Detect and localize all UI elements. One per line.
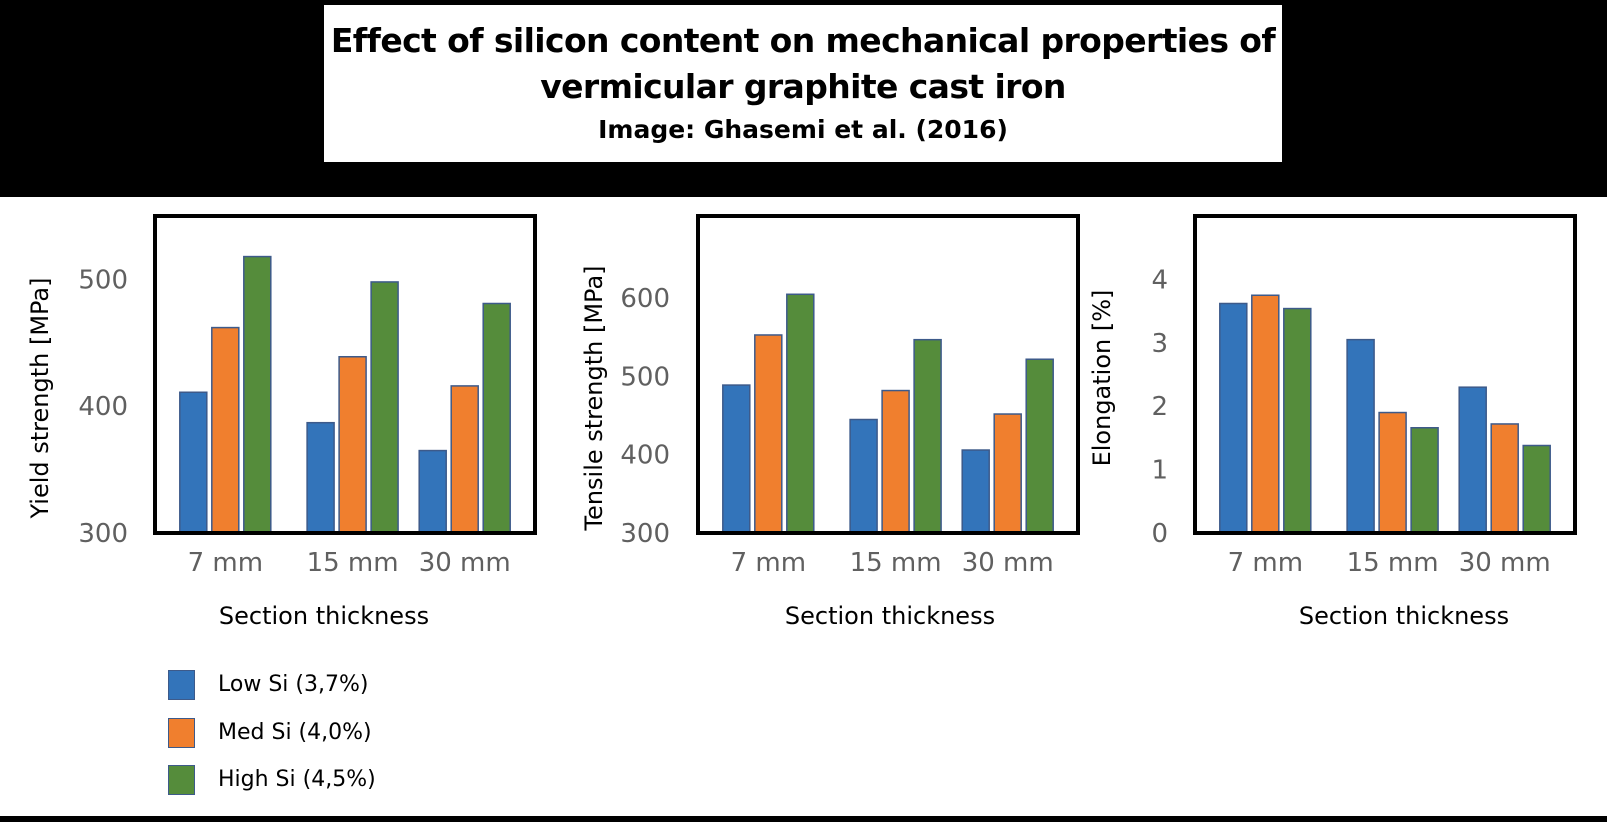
chart-2-bar-high-si-7mm: [786, 293, 815, 534]
chart-1-bar-low-si-7mm: [179, 391, 208, 534]
legend-label-high-si: High Si (4,5%): [218, 767, 376, 792]
chart-2-ytick-0: 300: [620, 519, 670, 549]
legend-label-low-si: Low Si (3,7%): [218, 672, 369, 697]
chart-2-bar-med-si-7mm: [754, 334, 783, 534]
chart-3-xtick-7mm: 7 mm: [1228, 548, 1303, 578]
chart-3-bar-high-si-30mm: [1522, 444, 1551, 534]
chart-2-xtick-30mm: 30 mm: [962, 548, 1054, 578]
chart-2-ylabel: Tensile strength [MPa]: [580, 265, 608, 531]
chart-1-bar-low-si-30mm: [418, 449, 447, 534]
title-line-1: Effect of silicon content on mechanical …: [330, 21, 1276, 60]
chart-2-xtick-7mm: 7 mm: [731, 548, 806, 578]
chart-1-ytick-1: 400: [78, 392, 128, 422]
chart-1-bar-med-si-15mm: [338, 355, 367, 534]
chart-2-bar-low-si-7mm: [722, 384, 751, 534]
chart-1-xtick-7mm: 7 mm: [188, 548, 263, 578]
chart-1-xtick-30mm: 30 mm: [419, 548, 511, 578]
chart-2-bar-med-si-30mm: [993, 413, 1022, 534]
chart-3-ytick-3: 3: [1151, 329, 1168, 359]
chart-2-ytick-1: 400: [620, 441, 670, 471]
chart-3-ylabel: Elongation [%]: [1088, 290, 1116, 467]
title-box: Effect of silicon content on mechanical …: [324, 5, 1282, 162]
chart-2-xtick-15mm: 15 mm: [850, 548, 942, 578]
chart-3-bar-low-si-15mm: [1346, 338, 1375, 534]
chart-1-ytick-2: 500: [78, 265, 128, 295]
chart-2-bar-high-si-15mm: [913, 338, 942, 534]
chart-2-bar-med-si-15mm: [881, 389, 910, 534]
chart-2-xlabel: Section thickness: [785, 602, 995, 630]
legend-swatch-med-si: [168, 718, 195, 748]
chart-1-bar-med-si-7mm: [211, 326, 240, 534]
chart-1-xtick-15mm: 15 mm: [307, 548, 399, 578]
chart-2-ytick-3: 600: [620, 284, 670, 314]
chart-2-bar-low-si-15mm: [849, 418, 878, 534]
chart-3-bar-low-si-30mm: [1458, 386, 1487, 534]
chart-1-bar-med-si-30mm: [450, 385, 479, 534]
chart-1-ytick-0: 300: [78, 519, 128, 549]
chart-3-ytick-1: 1: [1151, 456, 1168, 486]
chart-3-ytick-2: 2: [1151, 392, 1168, 422]
chart-3-xlabel: Section thickness: [1299, 602, 1509, 630]
chart-3-bar-med-si-7mm: [1251, 294, 1280, 534]
chart-1-bar-low-si-15mm: [306, 421, 335, 534]
chart-3-bar-high-si-15mm: [1410, 427, 1439, 534]
chart-2-ytick-2: 500: [620, 362, 670, 392]
legend-swatch-high-si: [168, 765, 195, 795]
title-line-2: vermicular graphite cast iron: [540, 67, 1066, 106]
chart-1-ylabel: Yield strength [MPa]: [26, 277, 54, 519]
chart-3-ytick-4: 4: [1151, 265, 1168, 295]
chart-3-bar-high-si-7mm: [1283, 307, 1312, 534]
chart-1-bar-high-si-7mm: [243, 255, 272, 534]
bottom-rule: [0, 816, 1607, 822]
chart-1-xlabel: Section thickness: [219, 602, 429, 630]
chart-3-xtick-30mm: 30 mm: [1459, 548, 1551, 578]
legend-swatch-low-si: [168, 670, 195, 700]
chart-3-frame: [1193, 214, 1577, 535]
chart-3-bar-med-si-15mm: [1378, 411, 1407, 534]
chart-1-bar-high-si-30mm: [482, 302, 511, 534]
chart-2-bar-high-si-30mm: [1025, 358, 1054, 534]
chart-2-bar-low-si-30mm: [961, 449, 990, 534]
image-credit: Image: Ghasemi et al. (2016): [598, 115, 1008, 144]
chart-3-xtick-15mm: 15 mm: [1347, 548, 1439, 578]
chart-1-bar-high-si-15mm: [370, 281, 399, 534]
chart-2-frame: [696, 214, 1080, 535]
chart-3-bar-low-si-7mm: [1219, 302, 1248, 534]
chart-3-ytick-0: 0: [1151, 519, 1168, 549]
chart-1-frame: [153, 214, 537, 535]
legend-label-med-si: Med Si (4,0%): [218, 720, 372, 745]
chart-3-bar-med-si-30mm: [1490, 423, 1519, 534]
